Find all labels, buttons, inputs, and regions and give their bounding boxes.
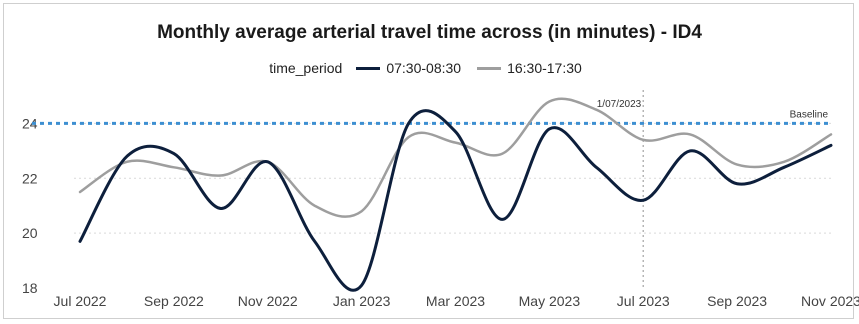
y-tick-label: 18 (22, 280, 38, 296)
x-tick-label: Nov 2022 (238, 293, 298, 309)
x-tick-label: Sep 2023 (707, 293, 767, 309)
legend-swatch-series-1 (356, 66, 381, 70)
x-tick-label: Mar 2023 (426, 293, 485, 309)
x-tick-label: Nov 2023 (801, 293, 859, 309)
chart-title: Monthly average arterial travel time acr… (157, 22, 702, 43)
x-tick-label: Jan 2023 (333, 293, 391, 309)
legend-label-series-1: 07:30-08:30 (386, 60, 462, 76)
x-tick-label: Jul 2023 (617, 293, 670, 309)
series-line-2 (78, 97, 833, 218)
legend-swatch-series-2 (477, 66, 502, 70)
x-tick-label: Jul 2022 (54, 293, 107, 309)
x-tick-label: May 2023 (519, 293, 581, 309)
y-tick-label: 22 (22, 170, 38, 186)
date-reference-label: 1/07/2023 (597, 99, 642, 110)
legend-item-series-2: 16:30-17:30 (477, 60, 582, 76)
y-tick-label: 24 (22, 115, 38, 131)
legend-item-series-1: 07:30-08:30 (356, 60, 461, 76)
y-tick-label: 20 (22, 225, 38, 241)
legend-label-series-2: 16:30-17:30 (507, 60, 582, 76)
chart-legend: time_period 07:30-08:30 16:30-17:30 (0, 60, 859, 76)
baseline-label: Baseline (790, 109, 829, 120)
series-line-1 (78, 109, 833, 292)
legend-title: time_period (269, 60, 343, 76)
x-tick-label: Sep 2022 (144, 293, 204, 309)
